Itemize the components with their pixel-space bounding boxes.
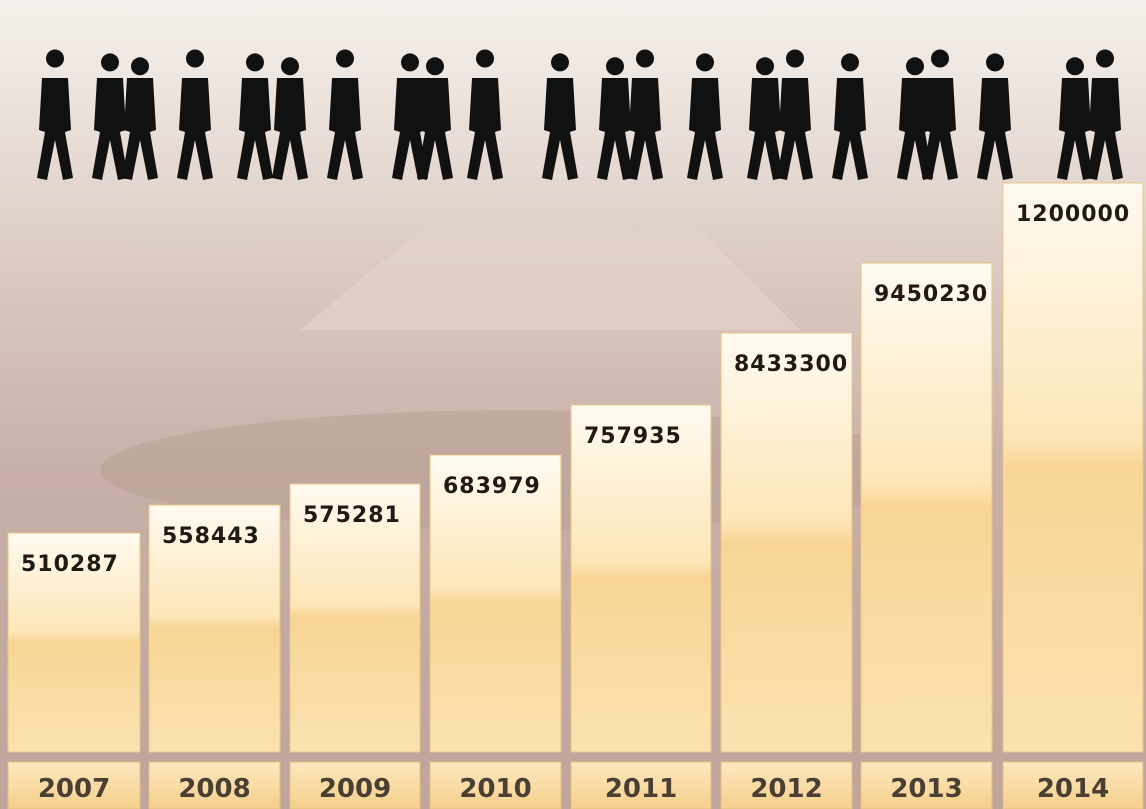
bar-label: 9450230 xyxy=(874,282,988,307)
bar xyxy=(861,263,992,752)
head xyxy=(246,53,264,71)
head xyxy=(786,50,804,68)
year-label: 2012 xyxy=(750,774,822,804)
year-label: 2009 xyxy=(319,774,391,804)
bar xyxy=(721,333,852,752)
bar-label: 1200000 xyxy=(1016,202,1130,227)
bar-label: 683979 xyxy=(443,474,541,499)
head xyxy=(906,57,924,75)
bar-label: 575281 xyxy=(303,503,401,528)
head xyxy=(281,57,299,75)
bar xyxy=(1003,183,1143,752)
head xyxy=(186,50,204,68)
head xyxy=(131,57,149,75)
year-label: 2010 xyxy=(459,774,531,804)
head xyxy=(606,57,624,75)
bar xyxy=(430,455,561,752)
bar-label: 558443 xyxy=(162,524,260,549)
head xyxy=(476,50,494,68)
bar-label: 510287 xyxy=(21,552,119,577)
head xyxy=(1096,50,1114,68)
head xyxy=(551,53,569,71)
head xyxy=(336,50,354,68)
bar-label: 8433300 xyxy=(734,352,848,377)
head xyxy=(401,53,419,71)
head xyxy=(986,53,1004,71)
head xyxy=(46,50,64,68)
year-label: 2013 xyxy=(890,774,962,804)
head xyxy=(1066,57,1084,75)
head xyxy=(696,53,714,71)
year-label: 2011 xyxy=(605,774,677,804)
head xyxy=(841,53,859,71)
bar-label: 757935 xyxy=(584,424,682,449)
head xyxy=(756,57,774,75)
year-label: 2014 xyxy=(1037,774,1109,804)
head xyxy=(636,50,654,68)
head xyxy=(426,57,444,75)
infographic: 510287 2007 558443 2008 575281 2009 683979 2010… xyxy=(0,0,1146,809)
year-label: 2007 xyxy=(38,774,110,804)
year-label: 2008 xyxy=(178,774,250,804)
bar xyxy=(571,405,711,752)
head xyxy=(101,53,119,71)
head xyxy=(931,50,949,68)
